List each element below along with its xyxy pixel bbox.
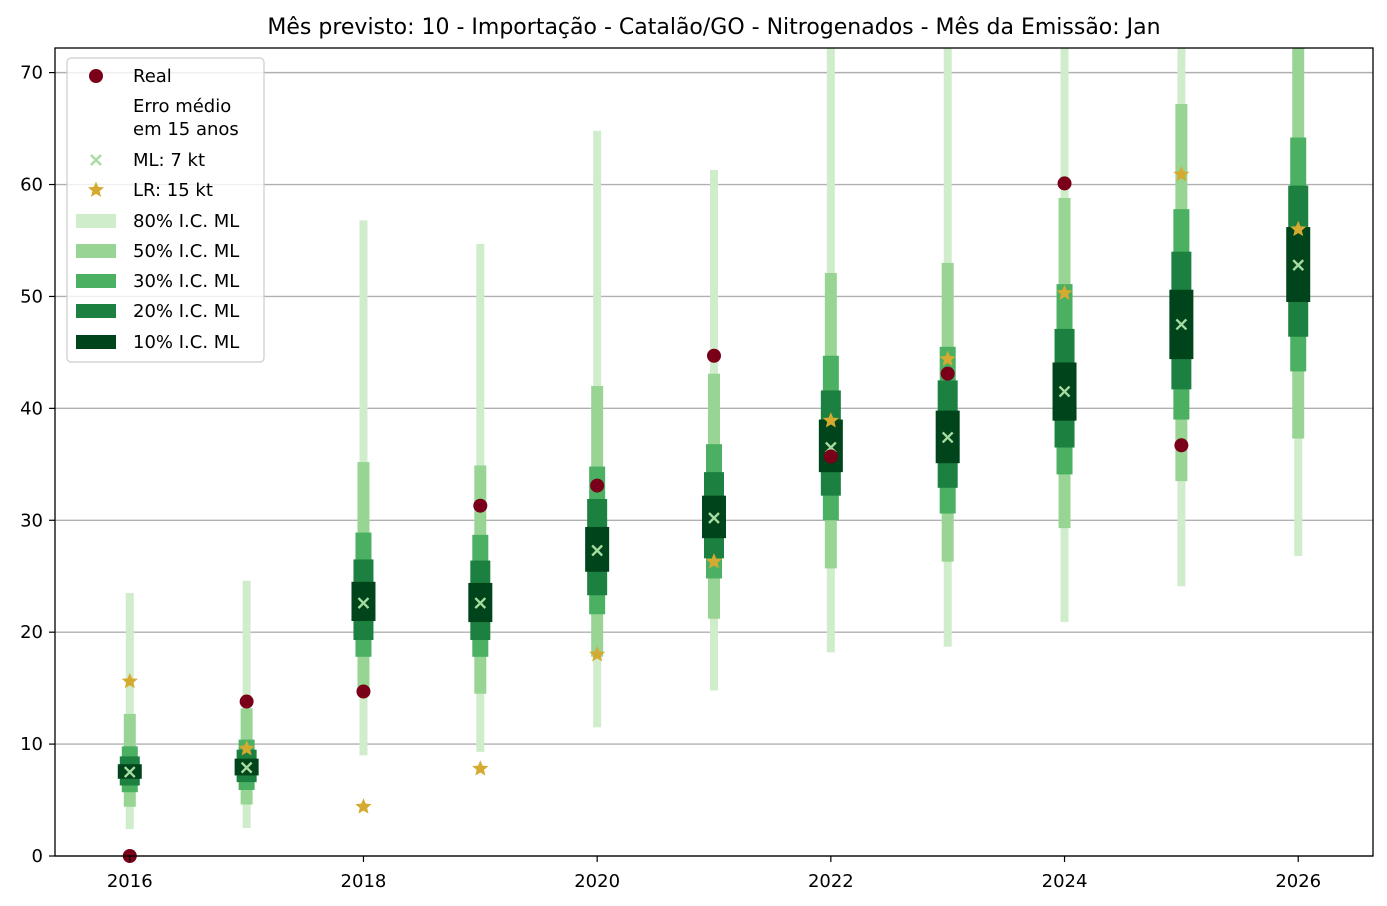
lr-point — [238, 740, 255, 756]
ml-marker-stroke — [591, 544, 604, 557]
x-tick-label: 2026 — [1275, 871, 1321, 892]
ml-marker-stroke — [357, 597, 370, 609]
real-point — [1174, 438, 1189, 453]
legend-label: Erro médio — [133, 96, 231, 117]
legend-label: 10% I.C. ML — [133, 332, 239, 353]
y-tick-label: 50 — [20, 286, 43, 307]
y-tick-label: 60 — [20, 175, 43, 196]
lr-point — [822, 412, 839, 428]
legend-label: Real — [133, 66, 172, 87]
y-tick-label: 10 — [20, 734, 43, 755]
data-markers — [121, 165, 1307, 863]
real-point — [823, 449, 838, 464]
lr-point — [472, 760, 489, 776]
x-tick-label: 2022 — [808, 871, 854, 892]
y-tick-label: 70 — [20, 63, 43, 84]
legend-label: 50% I.C. ML — [133, 241, 239, 262]
ml-point — [240, 761, 253, 774]
ml-marker-stroke — [1058, 385, 1071, 398]
lr-point — [1290, 220, 1307, 237]
legend-label: 80% I.C. ML — [133, 211, 239, 232]
real-point — [473, 498, 488, 513]
ci80-bar — [125, 593, 134, 830]
lr-point — [1056, 284, 1073, 300]
y-tick-label: 0 — [32, 846, 43, 867]
x-tick-label: 2016 — [107, 871, 153, 892]
ml-point — [941, 431, 954, 444]
lr-point — [705, 553, 723, 569]
x-tick-label: 2020 — [574, 871, 620, 892]
real-point — [356, 684, 371, 699]
legend-label: 30% I.C. ML — [133, 271, 239, 292]
ml-marker-stroke — [941, 431, 954, 444]
lr-point — [355, 798, 372, 814]
y-tick-label: 30 — [20, 510, 43, 531]
real-point — [707, 348, 721, 363]
legend-ml-marker — [90, 154, 102, 166]
real-point — [940, 366, 955, 381]
x-tick-label: 2024 — [1042, 871, 1088, 892]
plot-frame — [54, 47, 1374, 857]
ml-point — [123, 766, 136, 778]
ml-point — [1058, 385, 1071, 398]
legend-patch — [76, 304, 116, 318]
legend-label: ML: 7 kt — [133, 150, 205, 171]
real-point — [239, 694, 254, 709]
legend-label: em 15 anos — [133, 119, 239, 140]
lr-point — [589, 646, 606, 662]
y-tick-label: 20 — [20, 622, 43, 643]
lr-point — [1173, 165, 1190, 182]
ml-point — [357, 597, 370, 609]
legend-lr-marker — [87, 181, 105, 197]
ml-marker-stroke — [1292, 259, 1305, 271]
ml-marker-stroke — [1175, 318, 1188, 331]
lr-point — [939, 350, 956, 366]
lr-point — [121, 672, 138, 689]
ml-point — [591, 544, 604, 557]
ml-marker-stroke — [474, 597, 487, 609]
legend-patch — [76, 274, 116, 288]
ml-point — [1292, 259, 1305, 271]
legend-patch — [76, 214, 116, 228]
confidence-interval-bars — [117, 48, 1311, 830]
real-point — [1057, 176, 1072, 191]
legend-real-marker — [89, 69, 103, 83]
ml-point — [1175, 318, 1188, 331]
ml-marker-stroke — [240, 761, 253, 774]
x-tick-label: 2018 — [341, 871, 387, 892]
ml-marker-stroke — [708, 512, 720, 524]
ml-point — [708, 512, 720, 524]
legend-patch — [76, 244, 116, 258]
real-point — [590, 478, 605, 493]
axes: 0 10 20 30 40 50 60 70 2016 2018 2020 2022 2024 2026 — [20, 47, 1374, 892]
y-tick-label: 40 — [20, 398, 43, 419]
ml-point — [474, 597, 487, 609]
ml-marker-stroke — [90, 154, 102, 166]
legend-patch — [76, 335, 116, 349]
legend-box — [66, 57, 265, 363]
legend-label: LR: 15 kt — [133, 180, 213, 201]
ml-marker-stroke — [123, 766, 136, 778]
legend-label: 20% I.C. ML — [133, 301, 239, 322]
chart-title: Mês previsto: 10 - Importação - Catalão/… — [267, 15, 1160, 40]
